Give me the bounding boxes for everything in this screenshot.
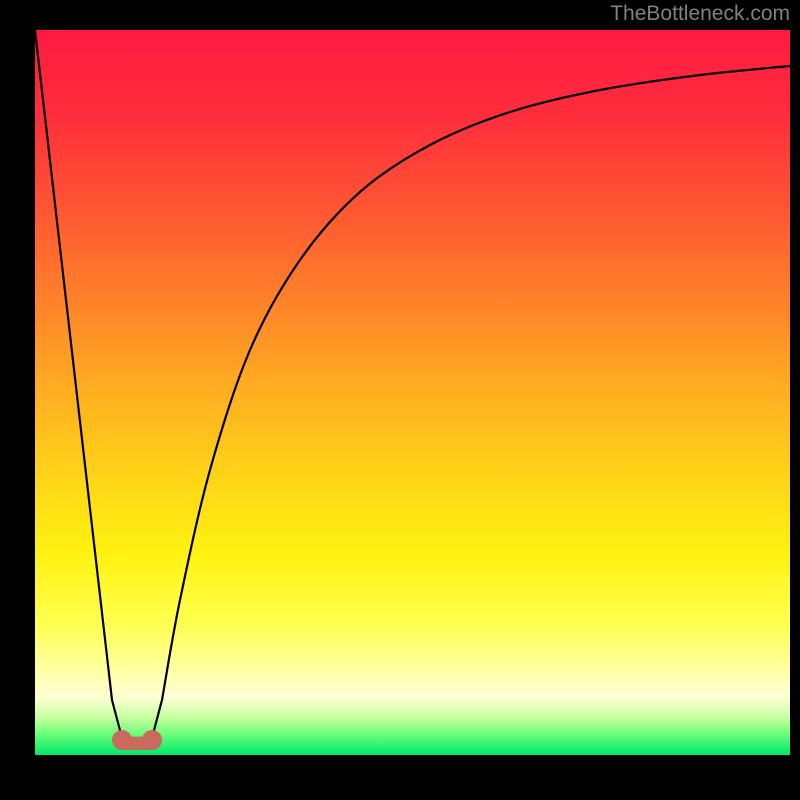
watermark-text: TheBottleneck.com	[610, 2, 790, 26]
chart-canvas: TheBottleneck.com	[0, 0, 800, 800]
chart-svg	[0, 0, 800, 800]
